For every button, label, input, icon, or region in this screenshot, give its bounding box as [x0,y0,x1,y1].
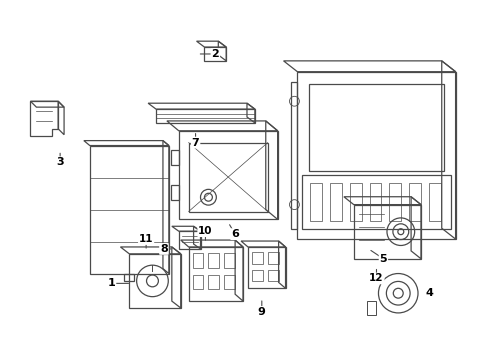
Text: 8: 8 [160,244,168,254]
Text: 4: 4 [426,288,434,298]
Text: 6: 6 [231,229,239,239]
Text: 9: 9 [258,307,266,317]
Text: 12: 12 [369,274,384,283]
Text: 7: 7 [192,138,199,148]
Text: 1: 1 [108,278,116,288]
Text: 5: 5 [380,254,387,264]
Text: 10: 10 [198,226,213,236]
Text: 3: 3 [56,157,64,167]
Text: 2: 2 [212,49,219,59]
Text: 11: 11 [139,234,153,244]
